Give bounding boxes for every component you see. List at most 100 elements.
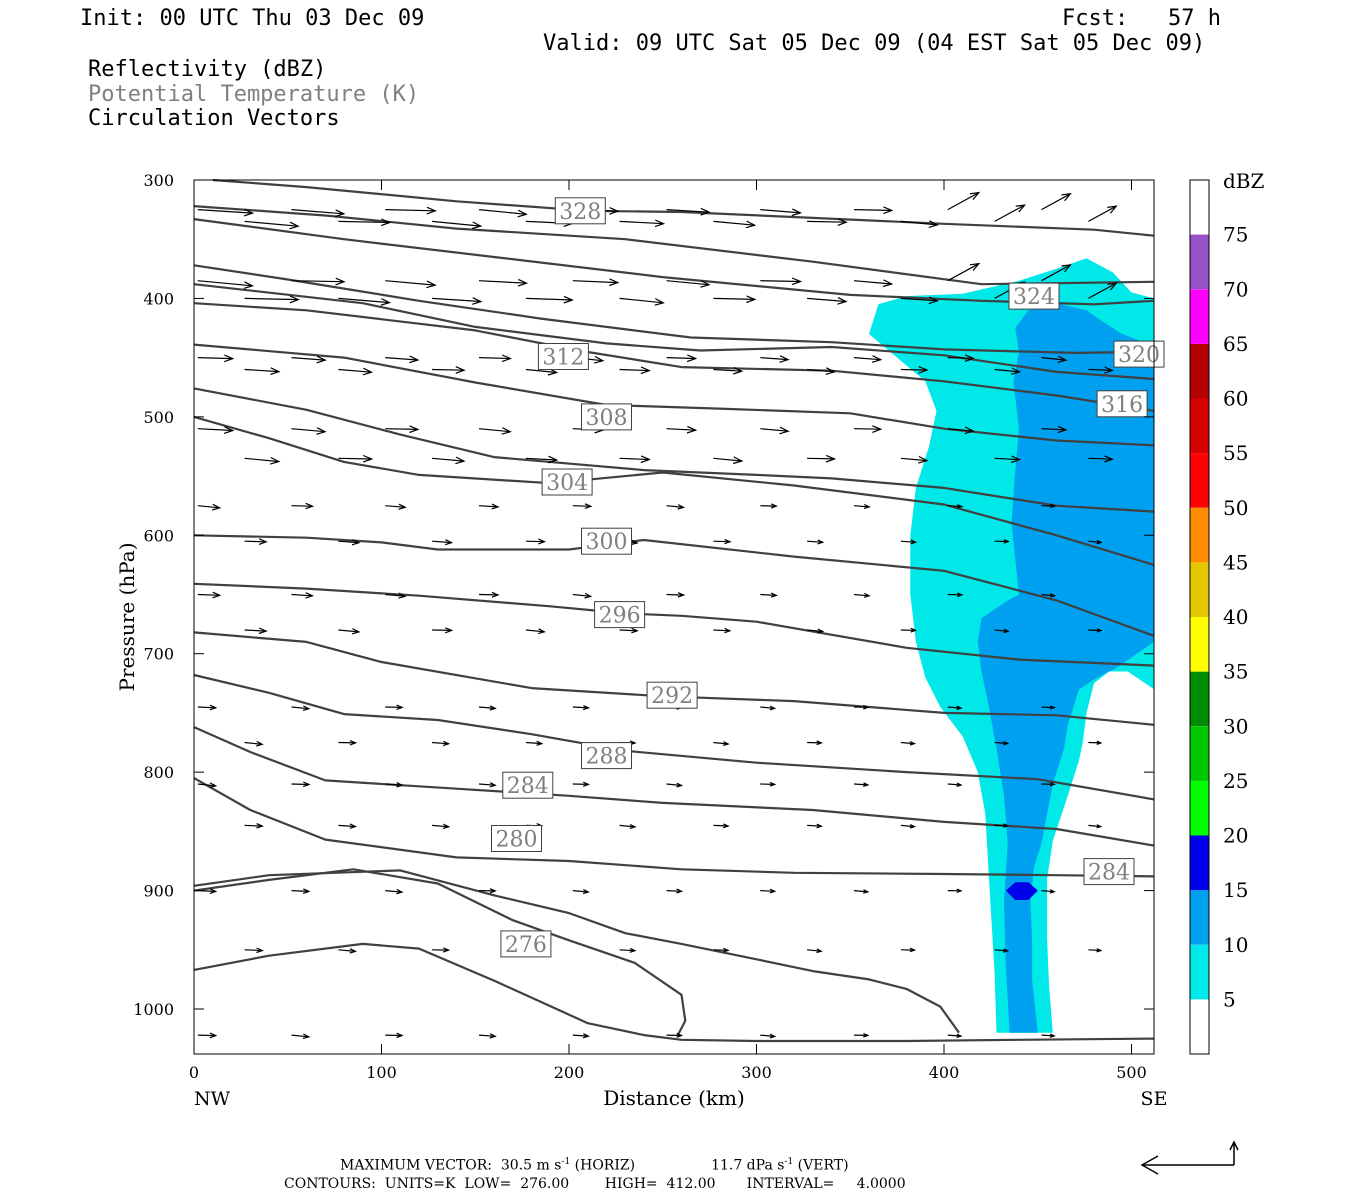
vector-head bbox=[956, 1033, 963, 1038]
circulation-vector bbox=[244, 740, 264, 747]
circulation-vector bbox=[994, 628, 1010, 634]
vector-shaft bbox=[385, 505, 406, 508]
circulation-vector bbox=[244, 295, 300, 304]
vector-head bbox=[380, 218, 392, 227]
vector-shaft bbox=[385, 890, 403, 893]
circulation-vector bbox=[994, 455, 1022, 464]
circulation-vector bbox=[900, 627, 918, 633]
circulation-vector bbox=[760, 426, 790, 435]
circulation-vector bbox=[338, 823, 358, 829]
theta-contour-label: 284 bbox=[502, 771, 554, 799]
vector-head bbox=[1107, 282, 1118, 291]
vector-head bbox=[676, 782, 684, 788]
theta-contour-label: 280 bbox=[491, 825, 542, 853]
theta-contour-label: 312 bbox=[537, 343, 589, 371]
vector-shaft bbox=[385, 280, 436, 286]
vector-head bbox=[770, 503, 778, 509]
vector-shaft bbox=[1041, 706, 1055, 709]
vector-shaft bbox=[244, 824, 263, 827]
circulation-vector bbox=[853, 503, 871, 509]
circulation-vector bbox=[291, 502, 315, 510]
circulation-vector bbox=[713, 538, 732, 545]
x-tick-label: 100 bbox=[366, 1063, 397, 1082]
circulation-vector bbox=[197, 782, 218, 789]
vector-head bbox=[816, 823, 823, 829]
vector-head bbox=[969, 262, 981, 271]
circulation-vector bbox=[713, 627, 732, 634]
circulation-vector bbox=[525, 455, 559, 464]
vector-head bbox=[362, 367, 374, 376]
theta-contour-label: 288 bbox=[581, 742, 632, 770]
vector-head bbox=[316, 355, 327, 364]
vector-shaft bbox=[619, 949, 635, 952]
circulation-vector bbox=[197, 426, 235, 434]
vector-head bbox=[723, 947, 730, 953]
vector-shaft bbox=[807, 824, 822, 827]
vector-shaft bbox=[853, 357, 881, 361]
vector-head bbox=[733, 366, 744, 375]
theta-label-text: 296 bbox=[599, 604, 641, 629]
circulation-vector bbox=[994, 740, 1010, 746]
vector-head bbox=[769, 705, 777, 711]
vector-head bbox=[676, 1032, 684, 1038]
vector-head bbox=[409, 355, 420, 364]
theta-label-box bbox=[502, 771, 554, 799]
colorbar-level-label: 55 bbox=[1223, 441, 1248, 465]
vector-head bbox=[471, 221, 483, 230]
y-tick-label: 300 bbox=[143, 171, 174, 190]
theta-contour-label: 296 bbox=[594, 601, 646, 629]
vector-shaft bbox=[572, 593, 591, 597]
vector-head bbox=[957, 592, 964, 598]
circulation-vector bbox=[1041, 503, 1057, 509]
vector-head bbox=[609, 207, 620, 215]
colorbar-level-label: 30 bbox=[1223, 714, 1248, 738]
vector-shaft bbox=[760, 428, 789, 432]
circulation-vector bbox=[525, 295, 574, 304]
colorbar-swatch bbox=[1190, 780, 1209, 836]
vector-head bbox=[349, 740, 358, 746]
circulation-vector bbox=[619, 627, 639, 634]
vector-shaft bbox=[338, 949, 356, 952]
vector-head bbox=[640, 366, 651, 375]
vector-head bbox=[270, 367, 281, 375]
circulation-vector bbox=[385, 704, 404, 710]
circulation-vector bbox=[1041, 782, 1056, 787]
circulation-vector bbox=[1041, 355, 1068, 363]
circulation-vector bbox=[244, 947, 264, 954]
circulation-vector bbox=[385, 425, 420, 434]
vector-shaft bbox=[666, 890, 682, 892]
circulation-vector bbox=[666, 592, 686, 598]
circulation-vector bbox=[900, 455, 929, 464]
vector-shaft bbox=[1041, 357, 1066, 361]
theta-label-text: 324 bbox=[1013, 285, 1055, 310]
vector-head bbox=[909, 947, 917, 953]
vector-shaft bbox=[760, 706, 775, 709]
circulation-vector bbox=[572, 888, 590, 895]
vector-shaft bbox=[478, 783, 496, 786]
colorbar-level-label: 65 bbox=[1223, 332, 1248, 356]
theta-contour-line bbox=[193, 582, 1155, 667]
theta-label-box bbox=[491, 825, 542, 852]
vector-shaft bbox=[619, 824, 635, 828]
vector-shaft bbox=[713, 540, 731, 543]
circulation-vector bbox=[900, 539, 918, 545]
circulation-vector bbox=[807, 454, 837, 463]
circulation-vector bbox=[1041, 264, 1072, 282]
vector-shaft bbox=[947, 1034, 962, 1037]
vector-head bbox=[396, 704, 404, 710]
theta-contour-line bbox=[193, 283, 1155, 381]
axis-layer: 300 400 500 600 700 800 900 1000 0 100 200 300 400 50… bbox=[133, 171, 1154, 1082]
circulation-vector bbox=[385, 280, 437, 289]
vector-shaft bbox=[244, 540, 267, 543]
vector-shaft bbox=[994, 949, 1008, 952]
vector-head bbox=[863, 503, 871, 509]
vector-shaft bbox=[244, 368, 279, 373]
x-end-label-se: SE bbox=[1141, 1088, 1168, 1110]
vector-shaft bbox=[291, 357, 326, 361]
theta-contour-label: 284 bbox=[1083, 858, 1135, 886]
vector-head bbox=[258, 538, 268, 545]
vector-shaft bbox=[197, 428, 233, 432]
vector-head bbox=[1057, 425, 1068, 434]
vector-shaft bbox=[853, 593, 870, 597]
field-reflectivity: Reflectivity (dBZ) bbox=[88, 57, 327, 82]
